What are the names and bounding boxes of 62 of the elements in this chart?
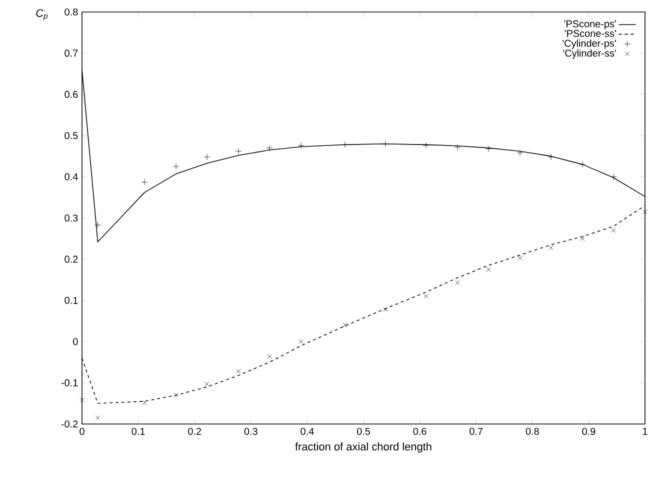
point [610,174,617,180]
point [580,236,585,241]
point [454,144,461,150]
point [518,256,522,260]
point [422,142,430,149]
x-tick-label: 0.7 [470,428,483,435]
x-tick-label: 0.3 [244,428,258,435]
legend-label: 'PScone-ss' [564,30,616,37]
x-tick-label: 0 [80,428,84,435]
point [94,222,101,228]
point [141,178,148,186]
point [266,144,273,152]
point [142,400,147,405]
legend-label: 'Cylinder-ps' [562,39,616,49]
y-axis-title: C$_{p}$ [36,9,48,20]
point [548,245,554,250]
legend-label: 'Cylinder-ss' [563,49,616,59]
point [267,354,272,359]
point [455,280,460,285]
point [485,146,492,152]
point [298,339,304,344]
point [342,322,348,328]
x-tick-label: 0.1 [132,428,145,435]
point [516,150,524,156]
point [235,148,242,154]
point [486,267,491,272]
y-tick-label: 0.5 [64,132,78,140]
x-tick-label: 0.8 [526,428,539,435]
point [382,140,389,148]
point [383,307,388,312]
y-tick-label: 0.7 [64,50,78,57]
x-tick-label: 0.5 [356,428,370,435]
x-tick-label: 0.9 [582,428,596,435]
point [642,210,648,214]
y-tick-label: 0.1 [64,296,78,304]
point [80,398,84,402]
x-tick-label: 0.6 [413,428,426,435]
point [298,142,304,149]
y-tick-label: 0.6 [64,90,78,98]
point [342,141,348,148]
point [95,416,100,420]
point [204,382,210,386]
x-tick-label: 0.4 [300,428,314,435]
y-tick-label: -0.1 [61,379,78,386]
y-tick-label: 0 [72,338,78,346]
point [548,154,554,160]
x-tick-label: 0.2 [188,428,202,435]
y-tick-label: 0.8 [64,8,78,16]
y-tick-label: -0.2 [61,420,78,428]
legend-label: 'PScone-ps' [564,20,616,30]
point [611,228,616,233]
y-tick-label: 0.3 [64,214,78,222]
point [204,154,210,160]
point [579,161,586,168]
point [172,163,180,170]
point [424,294,428,299]
point [174,392,178,398]
point [236,368,241,374]
x-axis-title: fraction of axial chord length [295,442,432,453]
y-tick-label: 0.4 [64,173,78,180]
x-tick-label: 1 [643,428,648,435]
y-tick-label: 0.2 [64,256,78,263]
